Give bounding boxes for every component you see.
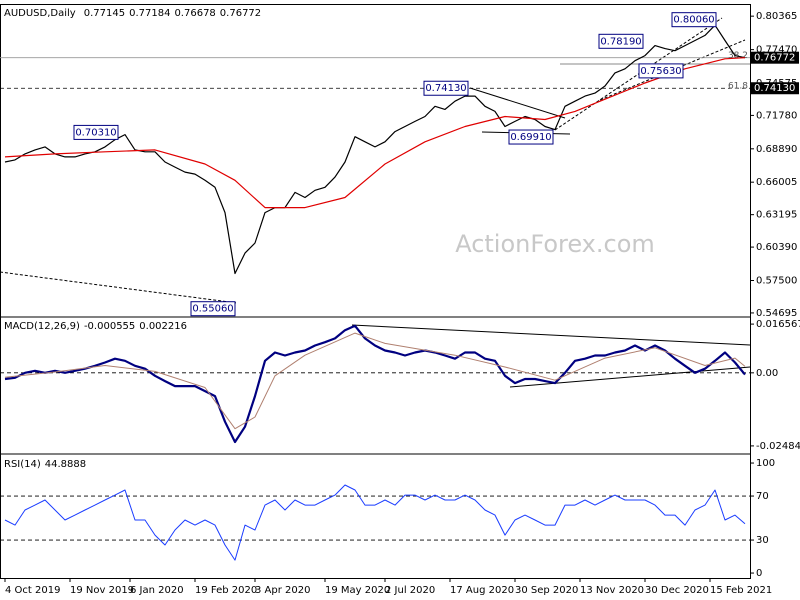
level-box [751,51,799,64]
x-tick-label: 6 Jan 2020 [130,585,184,596]
y-tick-label: 0.68890 [756,144,797,155]
panel-reading: 0.77184 [129,8,170,19]
panel-label: AUDUSD,Daily 0.77145 0.77184 0.76678 0.76772 [4,8,261,19]
annotation-box [508,129,554,145]
annotation-label: 0.75630 [640,66,681,77]
y-tick-label: 70 [756,491,769,502]
trendline [469,87,566,119]
y-tick-label: 0.60390 [756,242,797,253]
annotation-label: 0.74130 [425,83,466,94]
y-tick-label: 0.016567 [756,319,800,330]
fib-label: 61.8 [728,82,748,92]
level-box [751,82,799,95]
panel-reading: 44.8888 [45,459,86,470]
panel-reading: 0.76678 [174,8,215,19]
annotation-box [598,33,644,49]
trendline [599,39,746,101]
x-tick-label: 30 Dec 2020 [645,585,709,596]
annotation-label: 0.70310 [75,127,116,138]
y-tick-label: 0.63195 [756,210,797,221]
panel-title: MACD(12,26,9) [4,321,80,332]
series-line [4,324,746,444]
x-tick-label: 19 Nov 2019 [70,585,134,596]
panel-reading: 0.002216 [139,321,187,332]
annotation-label: 0.80060 [673,15,714,26]
y-tick-label: 100 [756,458,775,469]
x-tick-label: 3 Apr 2020 [255,585,310,596]
annotation-box [423,80,469,96]
y-tick-label: 0.54695 [756,308,797,319]
frame [0,4,751,579]
y-tick-label: 0 [756,568,762,579]
y-tick-label: 0.66005 [756,177,797,188]
panel-reading: 0.76772 [220,8,261,19]
annotation-box [638,63,684,79]
panel-title: RSI(14) [4,459,41,470]
x-tick-label: 13 Nov 2020 [580,585,644,596]
x-tick-label: 2 Jul 2020 [385,585,435,596]
x-tick-label: 19 May 2020 [325,585,390,596]
annotation-box [671,12,717,28]
level-label: 0.76772 [754,53,795,64]
panel-label: RSI(14) 44.8888 [4,459,86,470]
panel-label: MACD(12,26,9) -0.000555 0.002216 [4,321,187,332]
series-line [4,57,746,209]
annotation-label: 0.55060 [192,304,233,315]
watermark: ActionForex.com [455,230,655,258]
x-tick-label: 17 Aug 2020 [450,585,514,596]
y-tick-label: 0.77470 [756,45,797,56]
y-tick-label: 0.71780 [756,110,797,121]
macd-trendline [351,324,751,346]
annotation-box [190,301,236,317]
x-tick-label: 4 Oct 2019 [5,585,60,596]
annotation-label: 0.78190 [600,36,641,47]
y-tick-label: 0.57500 [756,276,797,287]
x-tick-label: 19 Feb 2020 [195,585,257,596]
y-tick-label: -0.02484 [756,441,800,452]
series-line [4,484,746,561]
panel-reading: 0.77145 [84,8,125,19]
panel-reading: -0.000555 [84,321,135,332]
annotation-box [73,124,119,140]
y-tick-label: 30 [756,535,769,546]
x-tick-label: 30 Sep 2020 [515,585,578,596]
macd-trendline [509,366,751,388]
series-line [4,24,746,275]
x-tick-label: 15 Feb 2021 [710,585,772,596]
annotation-label: 0.69910 [510,132,551,143]
series-line [4,332,746,430]
y-tick-label: 0.00 [756,368,778,379]
level-label: 0.74130 [754,83,795,94]
y-tick-label: 0.80365 [756,11,797,22]
panel-title: AUDUSD,Daily [4,8,76,19]
